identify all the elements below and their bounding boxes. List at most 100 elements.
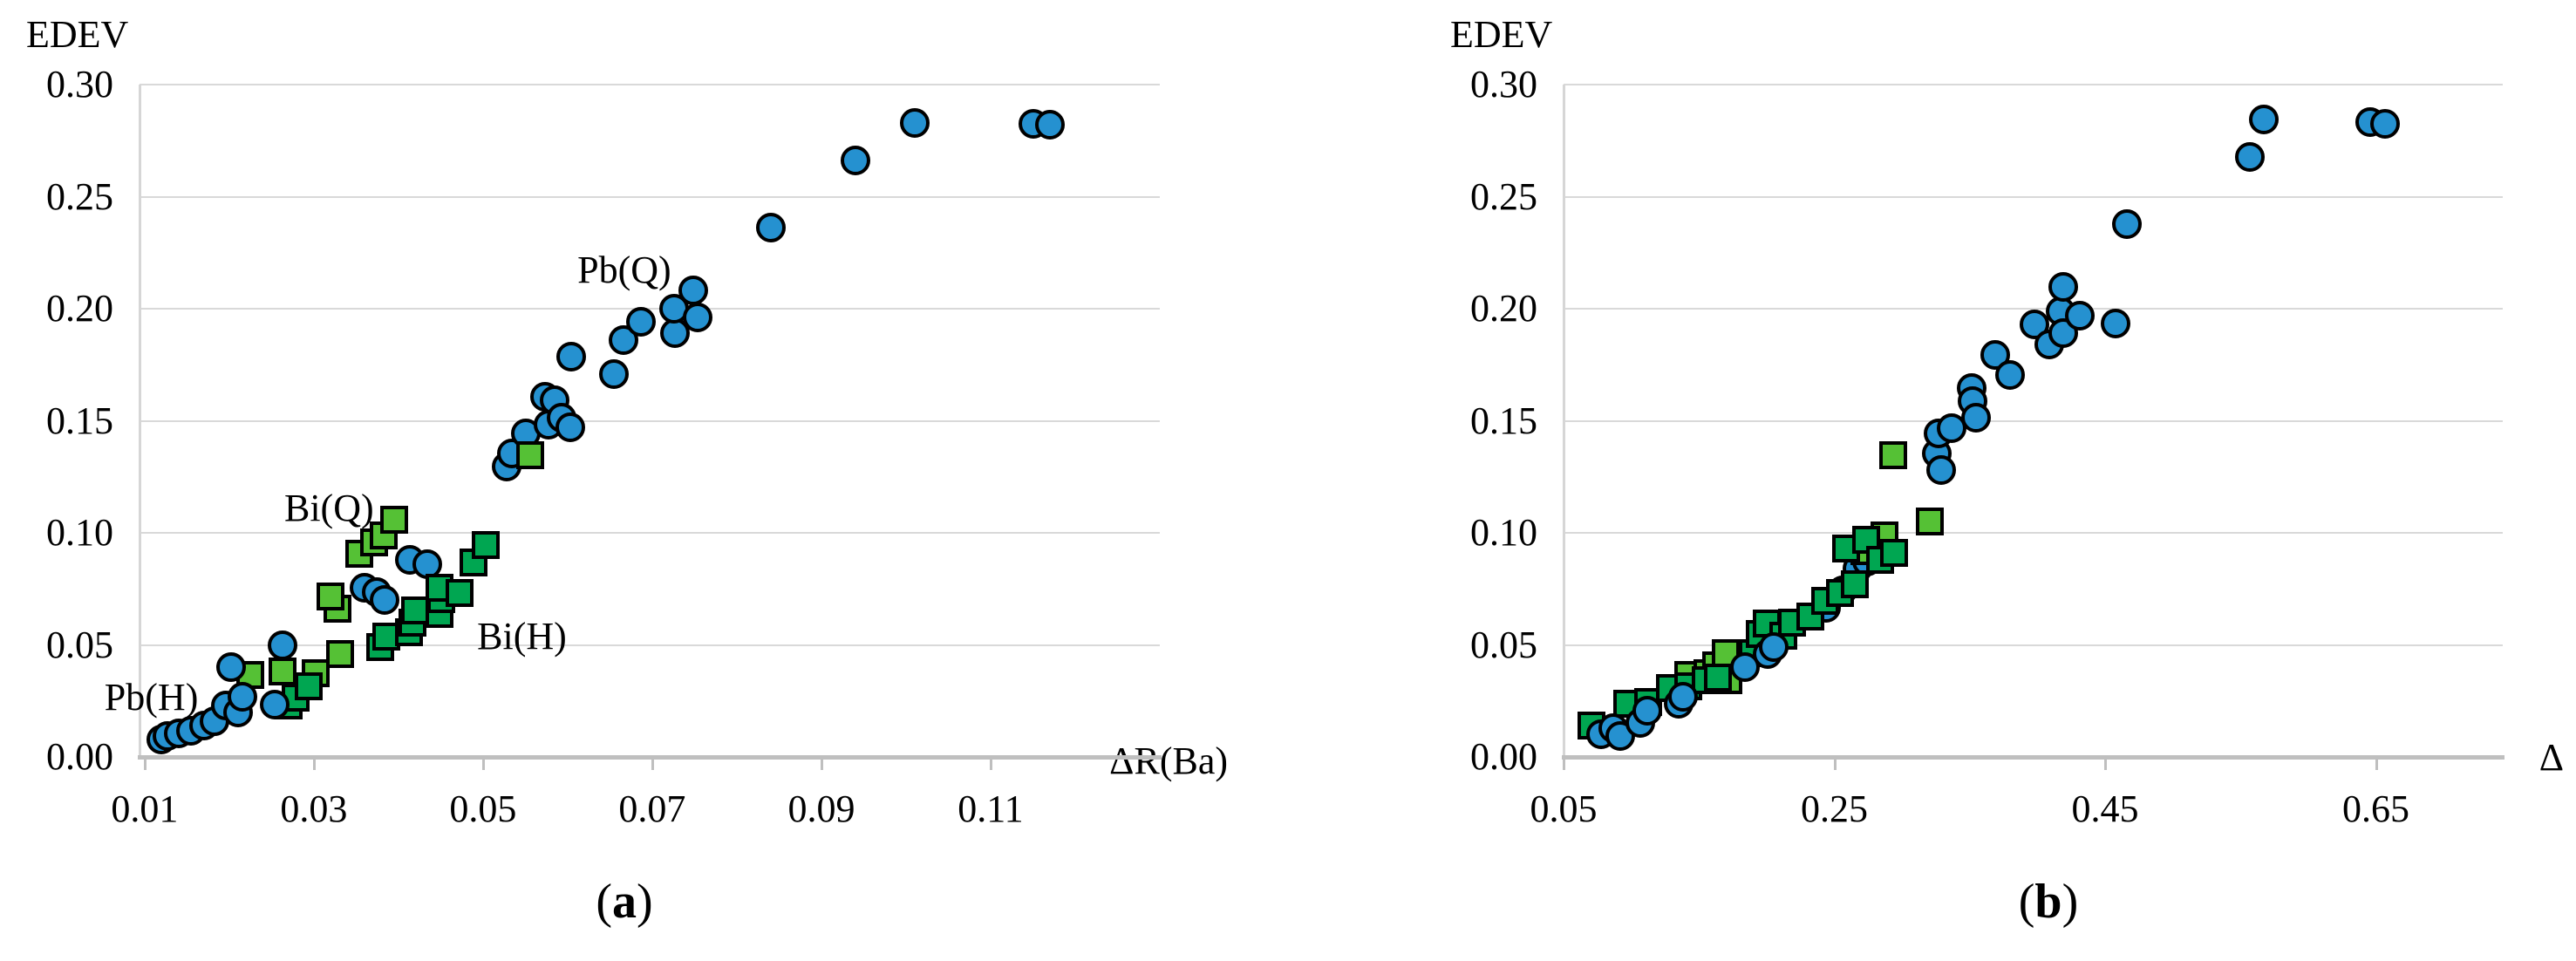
x-tick-mark (2375, 759, 2378, 770)
scatter-point-pbq (899, 107, 930, 138)
x-tick-label: 0.03 (280, 787, 348, 830)
scatter-point-biq (380, 505, 408, 534)
scatter-point-biq (1915, 508, 1944, 536)
scatter-point-pbh (260, 690, 290, 720)
gridline-y (140, 195, 1160, 198)
scatter-point-biq (1879, 441, 1908, 470)
series-label-annotation: Pb(H) (104, 675, 199, 719)
scatter-point-pbq (555, 412, 585, 443)
x-tick-label: 0.45 (2071, 787, 2139, 830)
gridline-y (140, 532, 1160, 534)
scatter-point-pbq (1034, 110, 1065, 140)
y-tick-label: 0.05 (1470, 623, 1537, 666)
x-tick-label: 0.09 (787, 787, 855, 830)
panel-b-caption: (b) (2019, 874, 2078, 930)
gridline-y (140, 308, 1160, 310)
scatter-point-pbq (1995, 360, 2026, 391)
scatter-point-pbq (1926, 454, 1957, 485)
y-tick-label: 0.25 (1470, 174, 1537, 218)
panel-a-caption-close: ) (637, 875, 653, 929)
gridline-y (140, 419, 1160, 422)
series-label-annotation: Pb(Q) (577, 249, 671, 292)
scatter-point-pbq (555, 341, 586, 371)
panel-b-caption-letter: b (2034, 875, 2062, 929)
x-tick-label: 0.65 (2342, 787, 2410, 830)
scatter-point-pbq (2248, 105, 2279, 135)
y-tick-label: 0.30 (1470, 63, 1537, 106)
y-tick-label: 0.15 (1470, 399, 1537, 442)
y-tick-label: 0.20 (1470, 287, 1537, 330)
scatter-point-pbh (215, 652, 246, 683)
scatter-point-bih (471, 530, 500, 559)
gridline-y (1564, 532, 2503, 534)
scatter-point-pbq (2111, 209, 2142, 240)
panel-b-x-axis-title: Δ (2539, 736, 2564, 779)
y-tick-label: 0.00 (46, 735, 113, 778)
scatter-point-bih (445, 578, 474, 607)
panel-a-y-axis-title: EDEV (26, 13, 129, 56)
series-label-annotation: Bi(Q) (283, 486, 374, 529)
panel-b-y-axis-title: EDEV (1450, 13, 1553, 56)
panel-a-caption-letter: a (612, 875, 637, 929)
panel-b-caption-open: ( (2018, 875, 2035, 929)
scatter-point-pbq (678, 276, 709, 306)
gridline-y (1564, 308, 2503, 310)
scatter-point-pbq (2101, 308, 2131, 338)
scatter-point-bih (1810, 586, 1839, 615)
x-axis-line (138, 755, 1162, 760)
x-tick-mark (143, 759, 147, 770)
x-tick-label: 0.05 (1530, 787, 1598, 830)
x-tick-label: 0.01 (111, 787, 179, 830)
gridline-y (140, 84, 1160, 85)
gridline-y (1564, 84, 2503, 85)
y-axis-line (1563, 85, 1565, 759)
scatter-point-pbq (1980, 339, 2011, 370)
scatter-point-pbq (755, 213, 786, 243)
gridline-y (1564, 195, 2503, 198)
x-tick-mark (651, 759, 654, 770)
x-tick-mark (481, 759, 485, 770)
y-tick-label: 0.25 (46, 174, 113, 218)
x-tick-mark (989, 759, 992, 770)
scatter-point-pbq (626, 307, 657, 337)
scatter-point-biq (317, 583, 345, 611)
x-tick-label: 0.07 (618, 787, 686, 830)
panel-a-caption-open: ( (596, 875, 612, 929)
x-tick-label: 0.11 (957, 787, 1024, 830)
gridline-y (140, 644, 1160, 646)
x-tick-mark (312, 759, 316, 770)
scatter-point-pbh (228, 681, 258, 712)
x-tick-mark (1563, 759, 1565, 770)
panel-a-x-axis-title: ΔR(Ba) (1109, 739, 1228, 782)
y-tick-label: 0.10 (46, 511, 113, 554)
gridline-y (1564, 644, 2503, 646)
scatter-point-pbq (2235, 142, 2266, 172)
y-tick-label: 0.05 (46, 623, 113, 666)
y-tick-label: 0.10 (1470, 511, 1537, 554)
scatter-point-pbq (1960, 402, 1991, 433)
scatter-point-pbh (1667, 681, 1698, 712)
gridline-y (1564, 419, 2503, 422)
x-tick-label: 0.05 (449, 787, 517, 830)
scatter-point-pbh (1632, 696, 1663, 726)
x-axis-line (1562, 755, 2504, 760)
scatter-point-biq (516, 441, 545, 470)
scatter-point-biq (325, 639, 354, 668)
y-tick-label: 0.00 (1470, 735, 1537, 778)
scatter-point-bih (1840, 570, 1869, 599)
scatter-point-pbq (2048, 272, 2078, 303)
x-tick-mark (1833, 759, 1837, 770)
scatter-point-pbq (2370, 108, 2401, 139)
scatter-point-pbh (1730, 651, 1761, 682)
y-axis-line (139, 85, 141, 759)
y-tick-label: 0.15 (46, 399, 113, 442)
scatter-point-pbq (2064, 300, 2095, 331)
y-tick-label: 0.20 (46, 287, 113, 330)
y-tick-label: 0.30 (46, 63, 113, 106)
scatter-point-pbq (683, 303, 713, 333)
x-tick-label: 0.25 (1801, 787, 1868, 830)
scatter-point-pbh (267, 630, 297, 660)
series-label-annotation: Bi(H) (477, 614, 567, 658)
scatter-point-pbq (840, 146, 870, 176)
panel-b-caption-close: ) (2061, 875, 2079, 929)
